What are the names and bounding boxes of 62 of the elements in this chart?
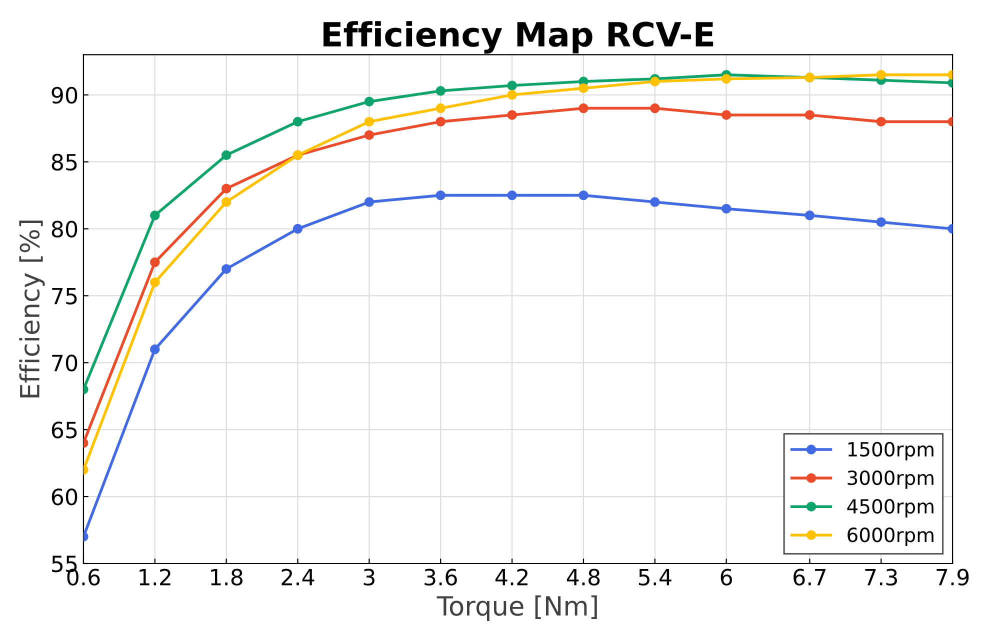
point [436, 86, 446, 96]
point [804, 210, 815, 220]
point [150, 257, 160, 268]
point [436, 116, 446, 127]
point [364, 116, 374, 127]
point [721, 74, 732, 84]
y-axis-title: Efficiency [%] [19, 220, 45, 398]
point [436, 190, 446, 200]
point [721, 204, 732, 214]
point [650, 103, 660, 114]
chart-title: Efficiency Map RCV-E [324, 21, 714, 54]
x-tick-label: 4.2 [495, 568, 528, 586]
y-tick-label: 80 [52, 220, 78, 238]
legend-label: 6000rpm [848, 528, 934, 546]
point [876, 70, 886, 80]
legend-label: 3000rpm [848, 470, 934, 489]
point [578, 83, 588, 94]
point [221, 184, 232, 194]
point [650, 76, 660, 86]
point [364, 96, 374, 106]
point [364, 197, 374, 207]
point [292, 116, 303, 127]
y-tick-label: 65 [52, 422, 77, 438]
x-tick-label: 3.6 [424, 568, 457, 586]
x-tick-label: 3 [364, 568, 374, 586]
point [364, 130, 374, 140]
x-axis-title: Torque [Nm] [436, 595, 597, 621]
x-tick-label: 2.4 [282, 568, 314, 586]
y-tick-label: 85 [52, 154, 77, 171]
x-tick-label: 4.8 [566, 568, 600, 586]
point [650, 197, 660, 207]
point [578, 190, 588, 200]
point [507, 80, 517, 90]
point [221, 150, 232, 160]
x-tick-label: 1.2 [140, 568, 170, 586]
y-tick-label: 60 [52, 488, 78, 506]
x-tick-label: 6.7 [794, 568, 826, 586]
point [507, 90, 517, 100]
point [578, 103, 588, 114]
point [721, 110, 732, 120]
y-tick-label: 70 [52, 354, 78, 372]
point [150, 210, 160, 220]
point [221, 197, 232, 207]
x-tick-label: 5.4 [638, 569, 672, 586]
x-tick-label: 6 [720, 568, 732, 586]
y-tick-label: 90 [52, 86, 78, 104]
x-tick-label: 1.8 [211, 568, 242, 586]
point [804, 110, 815, 120]
point [150, 277, 160, 288]
point [221, 264, 232, 274]
legend-label: 1500rpm [848, 442, 934, 460]
point [876, 116, 886, 127]
point [507, 190, 517, 200]
point [876, 217, 886, 227]
point [292, 224, 303, 234]
point [436, 103, 446, 114]
x-tick-label: 7.3 [865, 568, 897, 586]
x-tick-label: 7.9 [936, 568, 969, 586]
legend-label: 4500rpm [847, 498, 934, 518]
y-tick-label: 75 [52, 288, 77, 304]
point [507, 110, 517, 120]
point [150, 344, 160, 354]
